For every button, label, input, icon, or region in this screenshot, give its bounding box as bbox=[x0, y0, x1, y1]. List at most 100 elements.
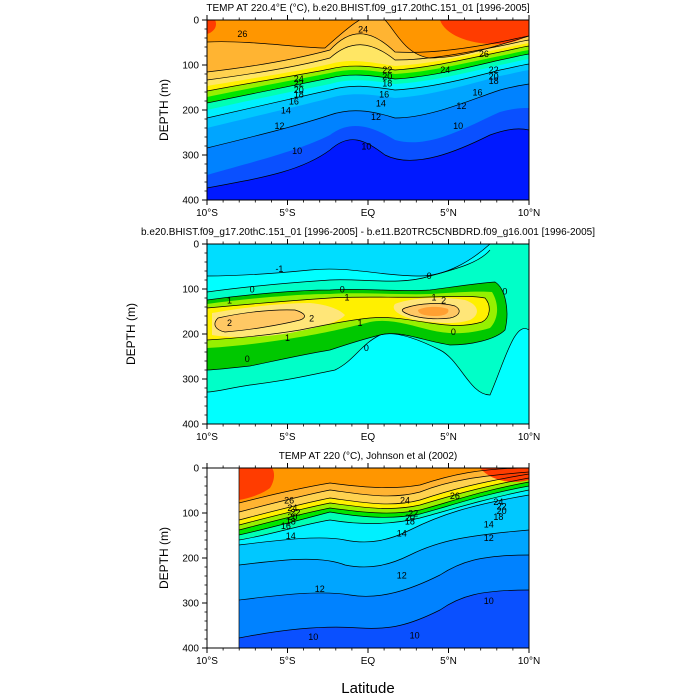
contour-label: 24 bbox=[440, 65, 450, 75]
fill-25 bbox=[418, 306, 449, 316]
contour-label: 0 bbox=[427, 271, 432, 281]
panel-1-ylabel: DEPTH (m) bbox=[157, 79, 171, 141]
contour-label: 18 bbox=[286, 516, 296, 526]
contour-label: 18 bbox=[405, 516, 415, 526]
contour-label: 26 bbox=[450, 491, 460, 501]
ytick-label: 300 bbox=[182, 375, 199, 386]
contour-label: 14 bbox=[397, 529, 407, 539]
xtick-label: EQ bbox=[361, 208, 376, 219]
ytick-label: 400 bbox=[182, 196, 199, 207]
contour-label: 24 bbox=[493, 497, 503, 507]
isoline-2 bbox=[214, 303, 460, 333]
contour-label: 0 bbox=[451, 327, 456, 337]
ytick-label: 100 bbox=[182, 61, 199, 72]
isoline-11 bbox=[238, 554, 529, 601]
contour-label: 0 bbox=[245, 354, 250, 364]
contour-label: 1 bbox=[345, 292, 350, 302]
contour-label: 12 bbox=[456, 101, 466, 111]
contour-label: 16 bbox=[281, 521, 291, 531]
x-axis-label: Latitude bbox=[341, 680, 394, 697]
contour-label: 24 bbox=[287, 503, 297, 513]
panel-2-title: b.e20.BHIST.f09_g17.20thC.151_01 [1996-2… bbox=[141, 227, 595, 238]
contour-label: 20 bbox=[497, 506, 507, 516]
contour-label: 1 bbox=[227, 296, 232, 306]
panel-3-yticks: 0 100 200 300 400 bbox=[182, 464, 207, 655]
panel-3-xticks: 10°S 5°S EQ 5°N 10°N bbox=[196, 463, 540, 667]
contour-label: 10 bbox=[453, 121, 463, 131]
isoline-12 bbox=[238, 529, 529, 568]
isoline-10 bbox=[207, 128, 529, 189]
contour-label: 24 bbox=[294, 74, 304, 84]
contour-label: 12 bbox=[397, 570, 407, 580]
isoline-24 bbox=[207, 33, 529, 73]
isoline-16 bbox=[207, 53, 529, 104]
fill-27 bbox=[207, 20, 529, 45]
isoline-13 bbox=[238, 494, 529, 546]
xtick-label: 10°S bbox=[196, 208, 218, 219]
contour-label: 1 bbox=[357, 318, 362, 328]
xtick-label: 5°N bbox=[440, 208, 457, 219]
isoline-minus1 bbox=[207, 244, 491, 277]
contour-label: 26 bbox=[479, 49, 489, 59]
isoline-1 bbox=[207, 295, 490, 341]
panel-1-contour-fill bbox=[207, 20, 529, 200]
contour-label: 12 bbox=[274, 121, 284, 131]
contour-label: 12 bbox=[315, 584, 325, 594]
contour-label: 0 bbox=[502, 287, 507, 297]
ytick-label: 300 bbox=[182, 599, 199, 610]
contour-label: 26 bbox=[284, 496, 294, 506]
contour-label: 14 bbox=[484, 520, 494, 530]
isoline-14 bbox=[207, 63, 529, 119]
contour-label: 22 bbox=[497, 502, 507, 512]
contour-label: 2 bbox=[441, 296, 446, 306]
contour-label: 22 bbox=[291, 507, 301, 517]
panel-1-xticks: 10°S 5°S EQ 5°N 10°N bbox=[196, 15, 540, 219]
contour-label: 20 bbox=[294, 85, 304, 95]
isoline-26 bbox=[238, 468, 529, 504]
contour-label: 22 bbox=[408, 508, 418, 518]
ytick-label: 100 bbox=[182, 285, 199, 296]
contour-label: 18 bbox=[382, 78, 392, 88]
contour-label: 20 bbox=[489, 72, 499, 82]
contour-label: 10 bbox=[410, 631, 420, 641]
panel-2-ylabel: DEPTH (m) bbox=[124, 303, 138, 365]
ytick-label: 400 bbox=[182, 644, 199, 655]
contour-label: 22 bbox=[294, 78, 304, 88]
fill-minus1 bbox=[207, 244, 490, 276]
ytick-label: 200 bbox=[182, 330, 199, 341]
contour-label: 0 bbox=[250, 284, 255, 294]
contour-label: 12 bbox=[371, 112, 381, 122]
ytick-label: 0 bbox=[193, 16, 199, 27]
contour-label: 10 bbox=[484, 596, 494, 606]
contour-label: 22 bbox=[489, 65, 499, 75]
contour-label: 26 bbox=[237, 29, 247, 39]
isoline-20 bbox=[238, 477, 529, 526]
isoline-22 bbox=[238, 473, 529, 521]
ytick-label: 400 bbox=[182, 420, 199, 431]
contour-label: 24 bbox=[400, 496, 410, 506]
contour-label: 20 bbox=[287, 512, 297, 522]
contour-label: 10 bbox=[292, 146, 302, 156]
contour-label: 14 bbox=[376, 99, 386, 109]
ytick-label: 0 bbox=[193, 240, 199, 251]
ytick-label: 200 bbox=[182, 554, 199, 565]
isoline-10 bbox=[238, 589, 529, 639]
xtick-label: 5°S bbox=[279, 656, 296, 667]
panel-1-yticks: 0 100 200 300 400 bbox=[182, 16, 207, 207]
xtick-label: 10°N bbox=[518, 208, 540, 219]
panel-3: TEMP AT 220 (°C), Johnson et al (2002) bbox=[157, 451, 540, 667]
xtick-label: 10°N bbox=[518, 432, 540, 443]
panel-3-contour-fill bbox=[207, 468, 529, 648]
panel-2-xticks: 10°S 5°S EQ 5°N 10°N bbox=[196, 239, 540, 443]
contour-label: 18 bbox=[294, 90, 304, 100]
contour-label: 1 bbox=[432, 292, 437, 302]
isoline-26 bbox=[207, 20, 529, 59]
xtick-label: 5°N bbox=[440, 656, 457, 667]
isoline-18 bbox=[207, 45, 529, 92]
contour-label: 24 bbox=[358, 24, 368, 34]
contour-label: 16 bbox=[472, 87, 482, 97]
panel-1-title: TEMP AT 220.4°E (°C), b.e20.BHIST.f09_g1… bbox=[206, 3, 529, 14]
isoline-14 bbox=[238, 489, 529, 541]
xtick-label: 5°S bbox=[279, 432, 296, 443]
